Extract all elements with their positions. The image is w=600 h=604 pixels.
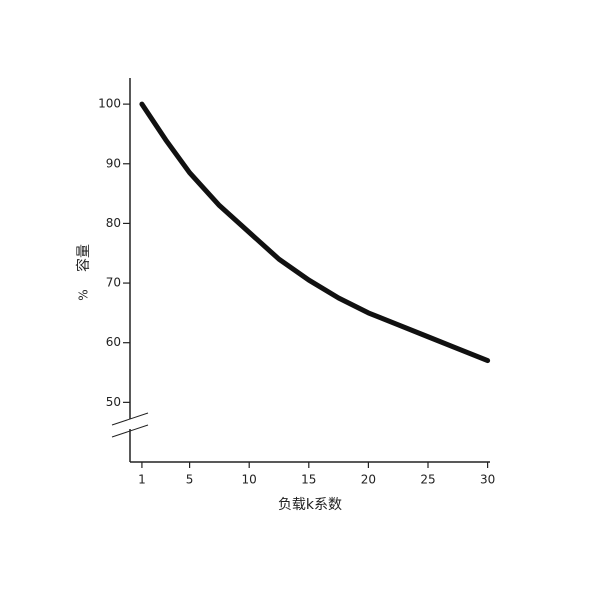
axis-break xyxy=(111,412,149,426)
y-tick-label: 70 xyxy=(106,276,121,290)
y-axis-unit: % xyxy=(77,289,91,300)
y-tick-label: 80 xyxy=(106,216,121,230)
axis-break xyxy=(111,424,149,438)
y-axis-label: 容量 xyxy=(75,244,92,272)
x-tick-label: 25 xyxy=(420,473,435,487)
y-tick-label: 100 xyxy=(98,97,121,111)
y-tick-label: 50 xyxy=(106,395,121,409)
x-axis-label: 负载k系数 xyxy=(278,497,342,513)
x-tick-label: 1 xyxy=(138,473,146,487)
x-tick-label: 20 xyxy=(361,473,376,487)
y-tick-label: 90 xyxy=(106,156,121,170)
x-tick-label: 5 xyxy=(186,473,194,487)
y-tick-label: 60 xyxy=(106,335,121,349)
x-tick-label: 15 xyxy=(301,473,316,487)
x-tick-label: 10 xyxy=(242,473,257,487)
axis-break-gap xyxy=(120,419,140,429)
data-line xyxy=(139,101,491,364)
x-tick-label: 30 xyxy=(480,473,495,487)
